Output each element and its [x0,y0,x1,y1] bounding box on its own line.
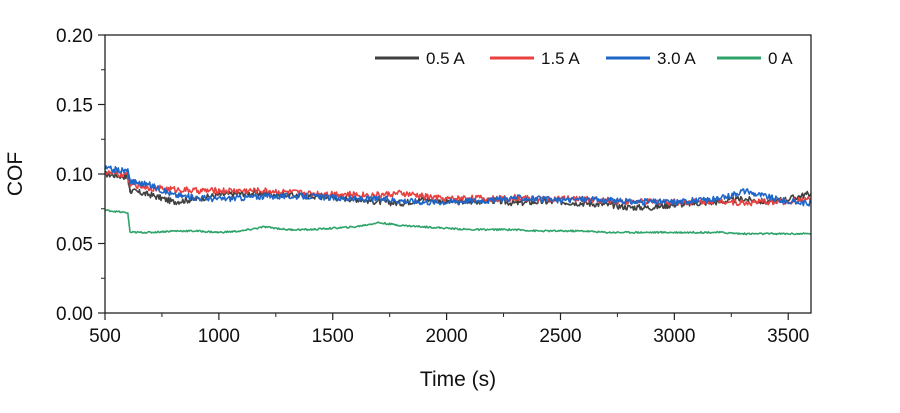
y-axis-title: COF [4,152,27,196]
y-tick-label: 0.00 [56,304,93,325]
y-tick-label: 0.10 [56,165,93,186]
legend-label: 0.5 A [426,49,465,68]
x-axis-ticks: 500 1000 1500 2000 2500 3000 3500 [89,313,809,347]
legend: 0.5 A 1.5 A 3.0 A 0 A [375,49,793,68]
x-tick-label: 2500 [539,326,581,347]
legend-label: 0 A [768,49,793,68]
x-tick-label: 3000 [653,326,695,347]
y-tick-label: 0.05 [56,235,93,256]
x-tick-label: 1000 [198,326,240,347]
x-tick-label: 1500 [312,326,354,347]
series-line-1 [104,170,812,207]
plot-lines [104,165,812,236]
series-line-2 [104,165,812,207]
y-tick-label: 0.20 [56,26,93,47]
x-tick-label: 3500 [767,326,809,347]
legend-label: 3.0 A [657,49,696,68]
x-axis-title: Time (s) [420,368,496,391]
legend-label: 1.5 A [541,49,580,68]
series-line-3 [104,209,812,236]
plot-frame [104,34,812,314]
x-tick-label: 500 [89,326,121,347]
x-tick-label: 2000 [425,326,467,347]
y-tick-label: 0.15 [56,96,93,117]
y-axis-ticks: 0.00 0.05 0.10 0.15 0.20 [56,26,105,325]
